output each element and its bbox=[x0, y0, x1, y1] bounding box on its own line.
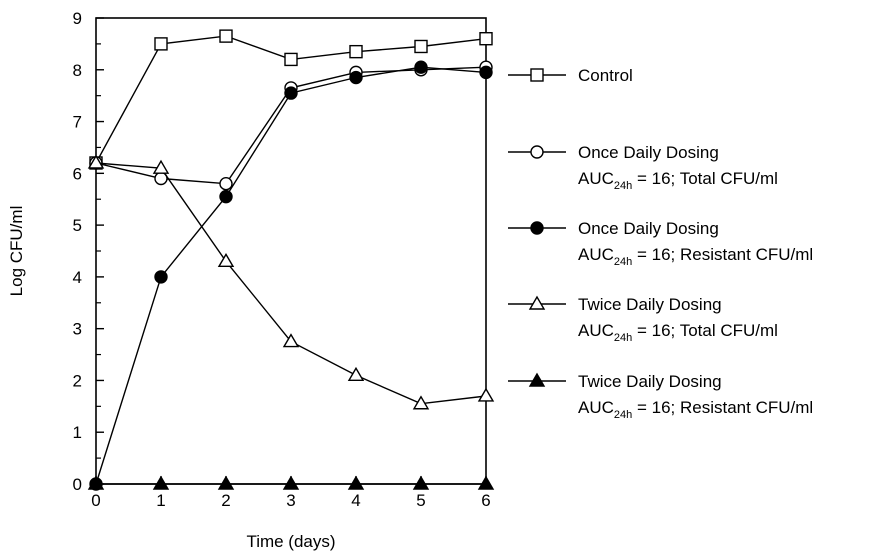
series-5 bbox=[87, 475, 495, 490]
y-tick-label: 7 bbox=[73, 113, 82, 132]
filled-triangle-marker bbox=[477, 475, 495, 490]
open-square-marker bbox=[479, 32, 493, 46]
legend-sublabel: AUC24h = 16; Resistant CFU/ml bbox=[578, 245, 813, 268]
open-square-marker bbox=[219, 29, 233, 43]
open-triangle-marker bbox=[477, 387, 495, 402]
legend-item-3: Once Daily Dosing AUC24h = 16; Resistant … bbox=[508, 219, 813, 268]
x-tick-label: 0 bbox=[91, 491, 100, 510]
open-square-marker bbox=[284, 52, 298, 67]
filled-circle-marker bbox=[414, 60, 428, 74]
filled-circle-marker bbox=[479, 65, 493, 80]
x-tick-label: 6 bbox=[481, 491, 490, 510]
series-4 bbox=[87, 154, 495, 410]
y-tick-label: 6 bbox=[73, 164, 82, 183]
filled-circle-marker bbox=[154, 270, 168, 284]
open-triangle-marker bbox=[528, 295, 546, 310]
legend-item-2: Once Daily Dosing AUC24h = 16; Total CFU/… bbox=[508, 143, 778, 192]
x-tick-label: 5 bbox=[416, 491, 425, 510]
x-tick-label: 2 bbox=[221, 491, 230, 510]
open-triangle-marker bbox=[152, 159, 170, 174]
y-tick-label: 3 bbox=[73, 320, 82, 339]
series-layer bbox=[87, 29, 495, 491]
filled-circle-marker bbox=[219, 189, 233, 204]
open-triangle-marker bbox=[217, 252, 235, 268]
y-tick-label: 2 bbox=[73, 371, 82, 390]
legend-sublabel: AUC24h = 16; Resistant CFU/ml bbox=[578, 398, 813, 421]
filled-triangle-marker bbox=[528, 372, 546, 387]
open-triangle-marker bbox=[412, 395, 430, 410]
series-3 bbox=[89, 60, 493, 491]
legend-label: Once Daily Dosing bbox=[578, 219, 719, 238]
filled-circle-marker bbox=[530, 221, 544, 235]
x-tick-label: 4 bbox=[351, 491, 360, 510]
filled-triangle-marker bbox=[152, 475, 170, 490]
open-square-marker bbox=[154, 37, 168, 51]
legend-label: Twice Daily Dosing bbox=[578, 372, 722, 391]
x-tick-label: 1 bbox=[156, 491, 165, 510]
legend-label: Once Daily Dosing bbox=[578, 143, 719, 162]
open-circle-marker bbox=[530, 145, 544, 159]
open-triangle-marker bbox=[347, 366, 365, 381]
legend-sublabel: AUC24h = 16; Total CFU/ml bbox=[578, 321, 778, 344]
filled-triangle-marker bbox=[412, 475, 430, 490]
filled-circle-marker bbox=[349, 70, 363, 85]
legend-sublabel: AUC24h = 16; Total CFU/ml bbox=[578, 169, 778, 192]
series-1 bbox=[89, 29, 493, 170]
legend-label: Twice Daily Dosing bbox=[578, 295, 722, 314]
x-tick-label: 3 bbox=[286, 491, 295, 510]
y-tick-label: 5 bbox=[73, 216, 82, 235]
open-triangle-marker bbox=[282, 333, 300, 348]
filled-triangle-marker bbox=[217, 475, 235, 490]
legend-item-1: Control bbox=[508, 66, 633, 85]
open-square-marker bbox=[414, 39, 428, 54]
open-circle-marker bbox=[219, 176, 233, 191]
legend-item-4: Twice Daily Dosing AUC24h = 16; Total CFU… bbox=[508, 295, 778, 344]
filled-triangle-marker bbox=[347, 475, 365, 490]
y-tick-label: 4 bbox=[73, 268, 82, 287]
y-tick-label: 8 bbox=[73, 61, 82, 80]
y-tick-label: 0 bbox=[73, 475, 82, 494]
open-square-marker bbox=[349, 44, 363, 59]
series-line bbox=[95, 162, 487, 405]
legend: Control Once Daily Dosing AUC24h = 16; Tot… bbox=[508, 66, 813, 421]
open-triangle-marker bbox=[87, 154, 105, 169]
x-axis-title: Time (days) bbox=[246, 532, 335, 551]
y-tick-label: 9 bbox=[73, 9, 82, 28]
filled-triangle-marker bbox=[87, 475, 105, 490]
filled-circle-marker bbox=[284, 86, 298, 100]
series-2 bbox=[89, 60, 493, 191]
filled-triangle-marker bbox=[282, 475, 300, 490]
legend-label: Control bbox=[578, 66, 633, 85]
open-square-marker bbox=[530, 68, 544, 82]
y-axis-title: Log CFU/ml bbox=[7, 206, 26, 297]
y-tick-label: 1 bbox=[73, 423, 82, 442]
legend-item-5: Twice Daily Dosing AUC24h = 16; Resistant… bbox=[508, 372, 813, 421]
y-axis: 0 1 2 3 4 5 6 7 8 9 bbox=[73, 9, 104, 494]
